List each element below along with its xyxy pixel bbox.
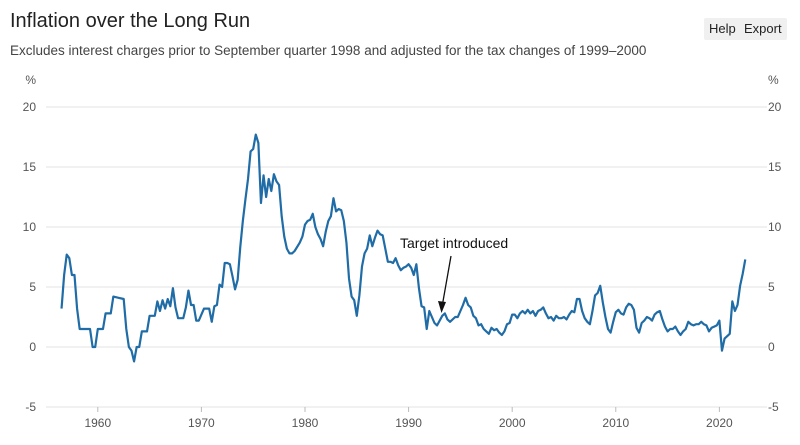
x-tick-label: 1980 <box>292 416 319 430</box>
annotation-arrowhead <box>438 301 446 313</box>
y-tick-label: -5 <box>25 400 36 414</box>
y-tick-label: 10 <box>23 220 37 234</box>
y-tick-label: 0 <box>29 340 36 354</box>
x-tick-label: 2020 <box>706 416 733 430</box>
annotation-arrow <box>441 255 452 308</box>
y-axis-label: % <box>25 73 36 87</box>
y-tick-label: 20 <box>23 100 37 114</box>
y-tick-label: 5 <box>29 280 36 294</box>
y2-tick-label: 15 <box>768 160 782 174</box>
help-button[interactable]: Help <box>704 18 741 40</box>
data-line <box>60 133 747 363</box>
y2-tick-label: 0 <box>768 340 775 354</box>
y2-tick-label: 10 <box>768 220 782 234</box>
y-tick-label: 15 <box>23 160 37 174</box>
x-tick-label: 2010 <box>602 416 629 430</box>
y2-axis-label: % <box>768 73 779 87</box>
chart-title: Inflation over the Long Run <box>10 10 250 32</box>
annotation: Target introduced <box>400 235 508 251</box>
x-tick-label: 1970 <box>188 416 215 430</box>
chart-subtitle: Excludes interest charges prior to Septe… <box>10 43 646 58</box>
y2-tick-label: 5 <box>768 280 775 294</box>
x-tick-label: 2000 <box>499 416 526 430</box>
y2-tick-label: 20 <box>768 100 782 114</box>
x-tick-label: 1990 <box>395 416 422 430</box>
export-button[interactable]: Export <box>739 18 787 40</box>
y2-tick-label: -5 <box>768 400 779 414</box>
x-tick-label: 1960 <box>84 416 111 430</box>
